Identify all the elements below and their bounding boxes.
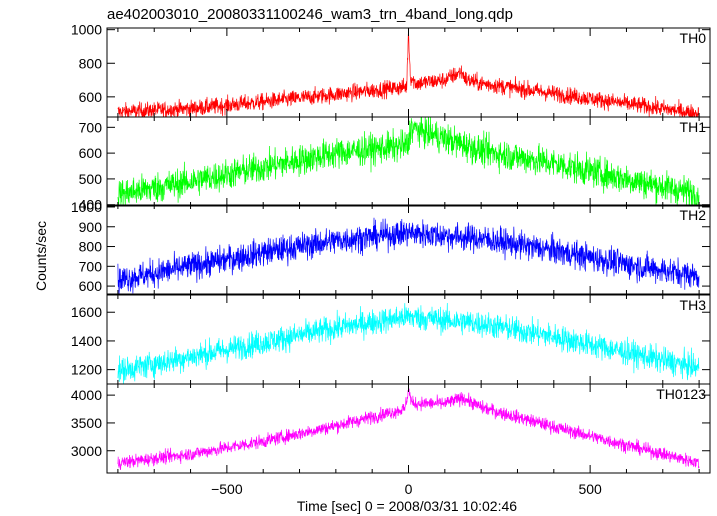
panel-label: TH0 — [680, 30, 707, 46]
y-tick-label: 1600 — [71, 304, 102, 320]
series-line-th3 — [117, 302, 700, 384]
panel-th0: 600 800 1000 TH0 — [71, 22, 711, 118]
chart-title: ae402003010_20080331100246_wam3_trn_4ban… — [107, 6, 513, 23]
y-tick-label: 4000 — [71, 387, 102, 403]
series-line-th0 — [117, 32, 699, 117]
y-tick-label: 800 — [79, 55, 103, 71]
y-tick-label: 1000 — [71, 22, 102, 38]
panel-th3: 1200 1400 1600 TH3 — [71, 294, 711, 385]
series-line-th1 — [117, 117, 700, 206]
y-tick-label: 600 — [79, 278, 103, 294]
panel-frame — [106, 116, 711, 207]
y-tick-label: 900 — [79, 219, 103, 235]
panel-th2: 600 700 800 900 1000 TH2 — [71, 199, 711, 295]
panel-label: TH2 — [680, 207, 707, 223]
y-tick-label: 400 — [79, 197, 103, 213]
y-tick-label: 700 — [79, 119, 103, 135]
panel-label: TH3 — [680, 297, 707, 313]
panel-label: TH1 — [680, 119, 707, 135]
chart-panels: 600 800 1000 TH0 400 500 600 700 TH1 600 700 800 900… — [71, 22, 711, 474]
panel-label: TH0123 — [656, 386, 706, 402]
panel-frame — [106, 204, 711, 295]
y-tick-label: 500 — [79, 171, 103, 187]
x-tick-label: 500 — [578, 481, 602, 497]
y-axis-label: Counts/sec — [33, 221, 49, 291]
y-tick-label: 1200 — [71, 362, 102, 378]
x-tick-label: 0 — [405, 481, 413, 497]
x-axis: −500 0 500 — [211, 481, 602, 497]
panel-frame — [106, 383, 711, 474]
panel-th0123: 3000 3500 4000 TH0123 — [71, 383, 711, 474]
y-tick-label: 700 — [79, 258, 103, 274]
x-tick-label: −500 — [211, 481, 243, 497]
y-tick-label: 600 — [79, 89, 103, 105]
y-tick-label: 1000 — [71, 199, 102, 215]
x-axis-label: Time [sec] 0 = 2008/03/31 10:02:46 — [297, 498, 517, 514]
series-line-th0123 — [117, 388, 700, 470]
y-tick-label: 3500 — [71, 415, 102, 431]
y-tick-label: 1400 — [71, 333, 102, 349]
series-line-th2 — [117, 217, 700, 294]
panel-th1: 400 500 600 700 TH1 — [79, 116, 711, 213]
y-tick-label: 800 — [79, 239, 103, 255]
y-tick-label: 600 — [79, 145, 103, 161]
y-tick-label: 3000 — [71, 443, 102, 459]
